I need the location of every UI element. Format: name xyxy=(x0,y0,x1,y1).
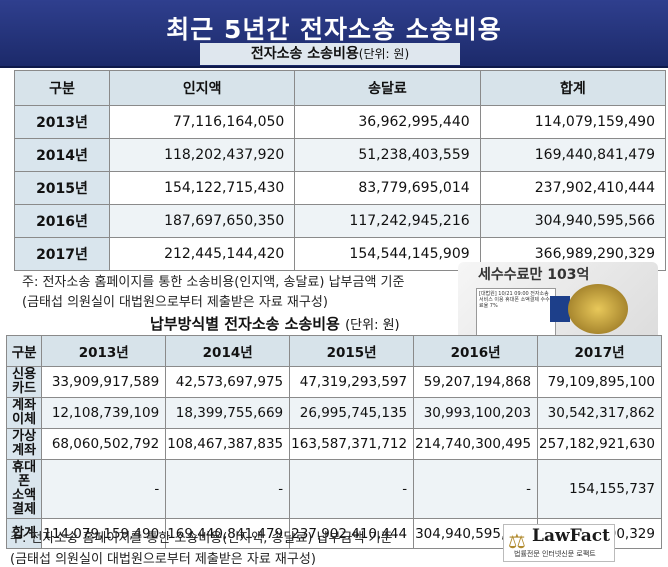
table2-cell: 154,155,737 xyxy=(537,459,662,519)
table2-row-label: 계좌이체 xyxy=(5,397,43,429)
table1-row-label: 2015년 xyxy=(14,171,110,205)
table1-header-row: 구분 인지액 송달료 합계 xyxy=(14,70,667,106)
table2-cell: 30,993,100,203 xyxy=(413,397,539,429)
table1-row: 2017년 212,445,144,420 154,544,145,909 366,9… xyxy=(14,237,667,271)
table2-cell: 47,319,293,597 xyxy=(289,366,415,398)
table1-cell: 114,079,159,490 xyxy=(479,105,667,139)
table2-cell: 68,060,502,792 xyxy=(41,428,167,460)
table1-header-cell: 구분 xyxy=(14,70,110,106)
table1-row: 2016년 187,697,650,350 117,242,945,216 304,9… xyxy=(14,204,667,238)
payment-method-table: 구분 2013년 2014년 2015년 2016년 2017년 신용카드 33,909,91… xyxy=(5,335,662,549)
court-emblem-icon xyxy=(568,284,628,334)
table1-unit: (단위: 원) xyxy=(358,47,410,61)
table2-row: 계좌이체 12,108,739,109 18,399,755,669 26,995,7… xyxy=(5,397,662,429)
table1-cell: 51,238,403,559 xyxy=(294,138,481,172)
table2-unit: (단위: 원) xyxy=(345,318,400,333)
table2-cell: 169,440,841,479 xyxy=(165,518,291,549)
page-title: 최근 5년간 전자소송 소송비용 xyxy=(166,15,502,44)
table2-row: 신용카드 33,909,917,589 42,573,697,975 47,319,2… xyxy=(5,366,662,398)
table1-cell: 36,962,995,440 xyxy=(294,105,481,139)
table2-cell: 214,740,300,495 xyxy=(413,428,539,460)
table2-header-cell: 2017년 xyxy=(537,335,662,367)
table2-row-label: 가상계좌 xyxy=(5,428,43,460)
table1-cell: 187,697,650,350 xyxy=(108,204,296,238)
table2-header-cell: 구분 xyxy=(5,335,43,367)
table2-cell: 42,573,697,975 xyxy=(165,366,291,398)
table2-header-cell: 2013년 xyxy=(41,335,167,367)
logo-tagline: 법률전문 인터넷신문 로팩트 xyxy=(514,550,596,558)
table2-cell: 163,587,371,712 xyxy=(289,428,415,460)
table1-cell: 212,445,144,420 xyxy=(108,237,296,271)
table2-cell: 33,909,917,589 xyxy=(41,366,167,398)
table1-row-label: 2013년 xyxy=(14,105,110,139)
news-image: 세수수료만 103억 [대법원] 10/21 09:00 전자소송서비스 이용 … xyxy=(458,262,658,342)
table1-cell: 118,202,437,920 xyxy=(108,138,296,172)
table1-row-label: 2014년 xyxy=(14,138,110,172)
litigation-cost-table: 구분 인지액 송달료 합계 2013년 77,116,164,050 36,962,995,… xyxy=(14,70,667,271)
table2-cell: 30,542,317,862 xyxy=(537,397,662,429)
table1-header-cell: 인지액 xyxy=(108,70,296,106)
table2-cell: - xyxy=(289,459,415,519)
table1-row: 2014년 118,202,437,920 51,238,403,559 169,44… xyxy=(14,138,667,172)
table2-cell: 26,995,745,135 xyxy=(289,397,415,429)
table1-row: 2015년 154,122,715,430 83,779,695,014 237,90… xyxy=(14,171,667,205)
table2-cell: 108,467,387,835 xyxy=(165,428,291,460)
table2-cell: 12,108,739,109 xyxy=(41,397,167,429)
table1-cell: 117,242,945,216 xyxy=(294,204,481,238)
table2-cell: 237,902,410,444 xyxy=(289,518,415,549)
table1-row: 2013년 77,116,164,050 36,962,995,440 114,079… xyxy=(14,105,667,139)
table1-cell: 154,122,715,430 xyxy=(108,171,296,205)
table1-cell: 237,902,410,444 xyxy=(479,171,667,205)
table2-cell: 114,079,159,490 xyxy=(41,518,167,549)
table1-cell: 169,440,841,479 xyxy=(479,138,667,172)
table1-source: (금태섭 의원실이 대법원으로부터 제출받은 자료 재구성) xyxy=(22,295,328,310)
table1-row-label: 2017년 xyxy=(14,237,110,271)
table2-cell: 18,399,755,669 xyxy=(165,397,291,429)
table2-source: (금태섭 의원실이 대법원으로부터 제출받은 자료 재구성) xyxy=(10,552,316,567)
table1-header-cell: 송달료 xyxy=(294,70,481,106)
table2-row-label: 신용카드 xyxy=(5,366,43,398)
table1-row-label: 2016년 xyxy=(14,204,110,238)
table2-note: 주: 전자소송 홈페이지를 통한 소송비용(인지액, 송달료) 납부금액 기준 xyxy=(10,531,393,546)
table1-cell: 304,940,595,566 xyxy=(479,204,667,238)
table1-cell: 154,544,145,909 xyxy=(294,237,481,271)
table2-row-label: 합계 xyxy=(5,518,43,549)
table2-row-label: 휴대폰 소액결제 xyxy=(5,459,43,519)
table2-cell: - xyxy=(165,459,291,519)
table2-cell: - xyxy=(413,459,539,519)
table2-title-text: 납부방식별 전자소송 소송비용 xyxy=(150,315,340,333)
fee-headline: 세수수료만 103억 xyxy=(478,267,590,283)
table2-row: 휴대폰 소액결제 - - - -154,155,737 xyxy=(5,459,662,519)
table2-header-row: 구분 2013년 2014년 2015년 2016년 2017년 xyxy=(5,335,662,367)
table1-cell: 83,779,695,014 xyxy=(294,171,481,205)
table2-header-cell: 2014년 xyxy=(165,335,291,367)
court-flag-icon xyxy=(550,296,570,322)
table1-note: 주: 전자소송 홈페이지를 통한 소송비용(인지액, 송달료) 납부금액 기준 xyxy=(22,275,405,290)
table2-cell: - xyxy=(41,459,167,519)
table2-cell: 79,109,895,100 xyxy=(537,366,662,398)
table1-header-cell: 합계 xyxy=(479,70,667,106)
table2-row: 가상계좌 68,060,502,792 108,467,387,835 163,587… xyxy=(5,428,662,460)
table2-cell: 59,207,194,868 xyxy=(413,366,539,398)
table1-cell: 77,116,164,050 xyxy=(108,105,296,139)
table2-title: 납부방식별 전자소송 소송비용 (단위: 원) xyxy=(150,313,400,334)
table1-title-text: 전자소송 소송비용 xyxy=(250,46,359,62)
logo-brand: LawFact xyxy=(532,526,610,546)
sms-card: [대법원] 10/21 09:00 전자소송서비스 이용 휴대폰 소액결제 수수… xyxy=(476,288,556,336)
scales-icon: ⚖ xyxy=(508,529,526,553)
table1-title: 전자소송 소송비용(단위: 원) xyxy=(200,43,460,65)
table2-header-cell: 2016년 xyxy=(413,335,539,367)
lawfact-logo: ⚖ LawFact 법률전문 인터넷신문 로팩트 xyxy=(503,524,615,562)
table2-header-cell: 2015년 xyxy=(289,335,415,367)
table2-cell: 257,182,921,630 xyxy=(537,428,662,460)
